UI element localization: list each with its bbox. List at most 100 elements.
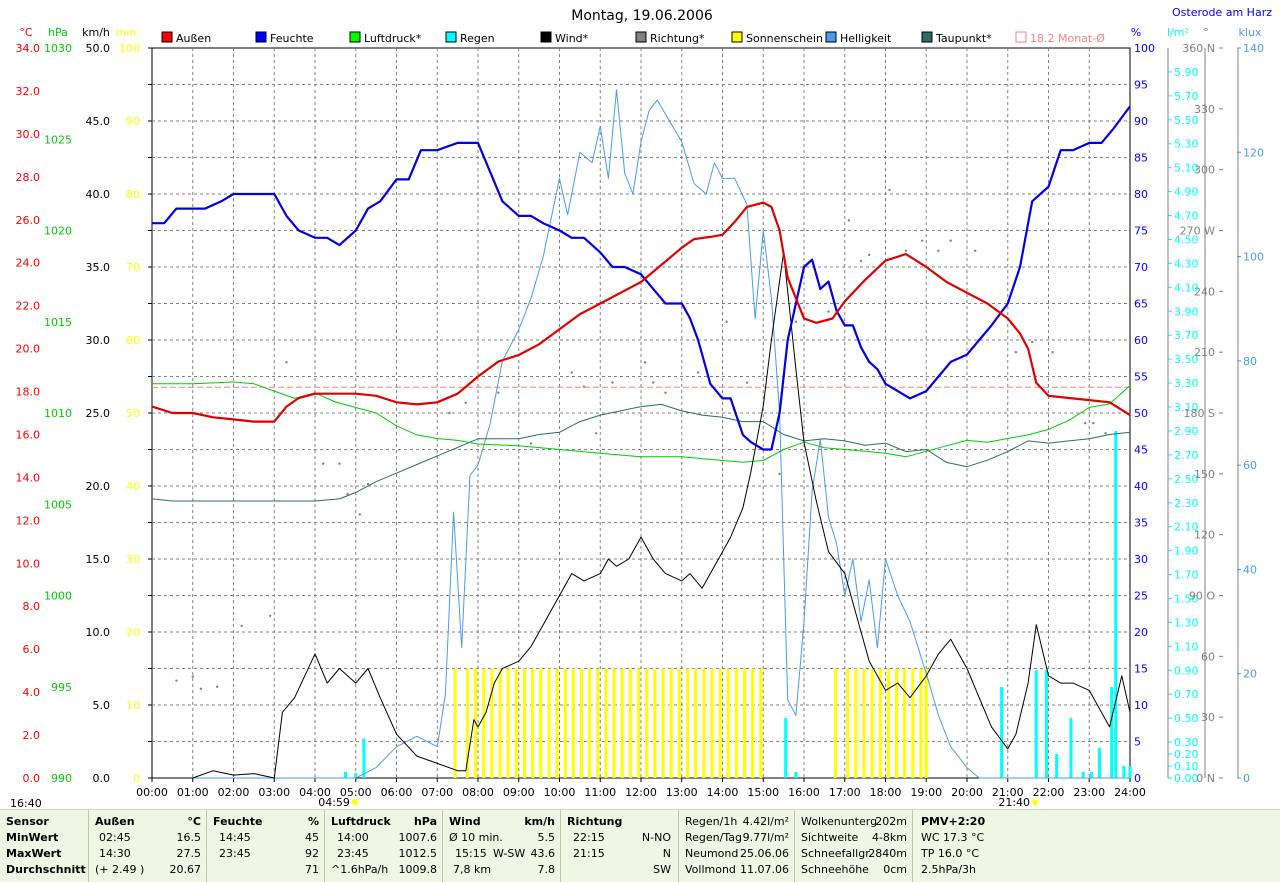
- stats-feuchte: Feuchte% 14:45 45 23:45 92 71: [206, 810, 325, 882]
- stats-value: 15:15: [455, 847, 487, 860]
- y-tick-label: 60: [126, 334, 140, 347]
- y-tick-label: 10: [1134, 699, 1148, 712]
- y-tick-label: 50: [1134, 407, 1148, 420]
- time-markers: 04:59 21:40: [318, 796, 1039, 809]
- direction-point: [497, 391, 500, 394]
- y-tick-label: 55: [1134, 371, 1148, 384]
- legend-label: Regen: [460, 32, 495, 45]
- x-tick-label: 06:00: [381, 786, 413, 799]
- legend-label: Helligkeit: [840, 32, 892, 45]
- y-tick-label: 0.90: [1174, 664, 1199, 677]
- y-tick-label: 2.50: [1174, 473, 1199, 486]
- corner-label: 16:40: [10, 797, 42, 810]
- sunshine-bar: [895, 668, 899, 778]
- rain-bar: [344, 772, 348, 778]
- axis-unit-label: hPa: [48, 26, 68, 39]
- stats-value: TP 16.0 °C: [921, 847, 980, 860]
- y-tick-label: 35.0: [86, 261, 111, 274]
- y-tick-label: 34.0: [16, 42, 41, 55]
- stats-value: ^1.6hPa/h: [331, 863, 389, 876]
- y-tick-label: 4.90: [1174, 186, 1199, 199]
- stats-label: Schneefallgr: [801, 847, 870, 860]
- axis-units: °C hPa km/h min% l/m² ° klux: [19, 26, 1262, 39]
- stats-value: 7.8: [537, 863, 556, 876]
- rain-bar: [1089, 772, 1093, 778]
- direction-point: [859, 259, 863, 263]
- direction-point: [240, 624, 243, 628]
- rain-bar: [1081, 772, 1085, 778]
- direction-point: [827, 310, 830, 313]
- direction-point: [594, 432, 598, 435]
- stats-sensor: Sensor MinWert MaxWert Durchschnitt: [0, 810, 88, 882]
- sunshine-bar: [555, 668, 559, 778]
- sunshine-bar: [596, 668, 600, 778]
- marker-dot: [1032, 799, 1039, 805]
- direction-point: [582, 385, 586, 388]
- direction-point: [191, 675, 194, 678]
- stats-richtung: Richtung 22:15 N-NO 21:15 N SW: [560, 810, 679, 882]
- sunshine-bar: [522, 668, 526, 778]
- sunshine-bar: [734, 668, 738, 778]
- stats-sensor-header: Sensor: [6, 815, 49, 828]
- y-tick-label: 10.0: [16, 557, 41, 570]
- direction-point: [464, 401, 467, 405]
- sunshine-bar: [645, 668, 649, 778]
- direction-point: [664, 391, 667, 394]
- y-tick-label: 2.10: [1174, 521, 1199, 534]
- series-line-feuchte: [152, 105, 1131, 451]
- stats-regen: Regen/1h 4.42l/m² Regen/Tag 9.77l/m² Neumo…: [678, 810, 795, 882]
- station-name: Osterode am Harz: [1172, 6, 1272, 19]
- left-axes: 0.0 2.0 4.0 6.0 8.0 10.0 12.0 14.0 16.0 18.0 20.0 2…: [16, 42, 152, 785]
- stats-value: 45: [305, 831, 319, 844]
- y-tick-label: 32.0: [16, 85, 41, 98]
- stats-value: SW: [653, 863, 671, 876]
- direction-point: [1104, 432, 1107, 435]
- y-tick-label: 4.70: [1174, 210, 1199, 223]
- axis-unit-label: klux: [1239, 26, 1262, 39]
- sunshine-bar: [637, 668, 641, 778]
- y-tick-label: 40: [1134, 480, 1148, 493]
- y-tick-label: 6.0: [23, 643, 41, 656]
- y-tick-label: 3.50: [1174, 353, 1199, 366]
- stats-value: 20.67: [169, 863, 202, 876]
- direction-point: [216, 685, 219, 688]
- x-tick-label: 17:00: [829, 786, 861, 799]
- sunshine-bar: [539, 668, 543, 778]
- stats-value: 2.5hPa/3h: [921, 863, 977, 876]
- direction-point: [904, 249, 908, 252]
- sunshine-bar: [571, 668, 575, 778]
- sunshine-bar: [661, 668, 665, 778]
- x-tick-label: 03:00: [258, 786, 290, 799]
- x-tick-label: 07:00: [421, 786, 453, 799]
- direction-point: [338, 462, 341, 465]
- x-tick-label: 21:00: [992, 786, 1024, 799]
- stats-label: Neumond: [685, 847, 739, 860]
- stats-aussen-unit: °C: [187, 815, 201, 828]
- x-tick-label: 11:00: [584, 786, 616, 799]
- y-tick-label: 20: [1134, 626, 1148, 639]
- y-tick-label: 1030: [44, 42, 72, 55]
- sunshine-bar: [580, 668, 584, 778]
- direction-point: [937, 249, 940, 252]
- sunshine-bar: [886, 668, 890, 778]
- y-tick-label: 1020: [44, 225, 72, 238]
- y-tick-label: 100: [1134, 42, 1155, 55]
- stats-value: (+ 2.49 ): [95, 863, 145, 876]
- direction-point: [643, 361, 647, 364]
- stats-value: 1012.5: [398, 847, 438, 860]
- y-tick-label: 30.0: [16, 128, 41, 141]
- y-tick-label: 270 W: [1180, 225, 1215, 238]
- y-tick-label: 140: [1243, 42, 1264, 55]
- stats-value: 27.5: [176, 847, 202, 860]
- rain-bar: [1110, 687, 1114, 778]
- y-tick-label: 4.50: [1174, 233, 1199, 246]
- y-tick-label: 22.0: [16, 300, 41, 313]
- axis-unit-label: %: [1131, 26, 1141, 39]
- sunshine-bar: [878, 668, 882, 778]
- direction-point: [570, 371, 573, 374]
- rain-bar: [1044, 670, 1048, 778]
- sunshine-bar: [482, 668, 486, 778]
- y-tick-label: 1.90: [1174, 545, 1199, 558]
- x-tick-label: 02:00: [218, 786, 250, 799]
